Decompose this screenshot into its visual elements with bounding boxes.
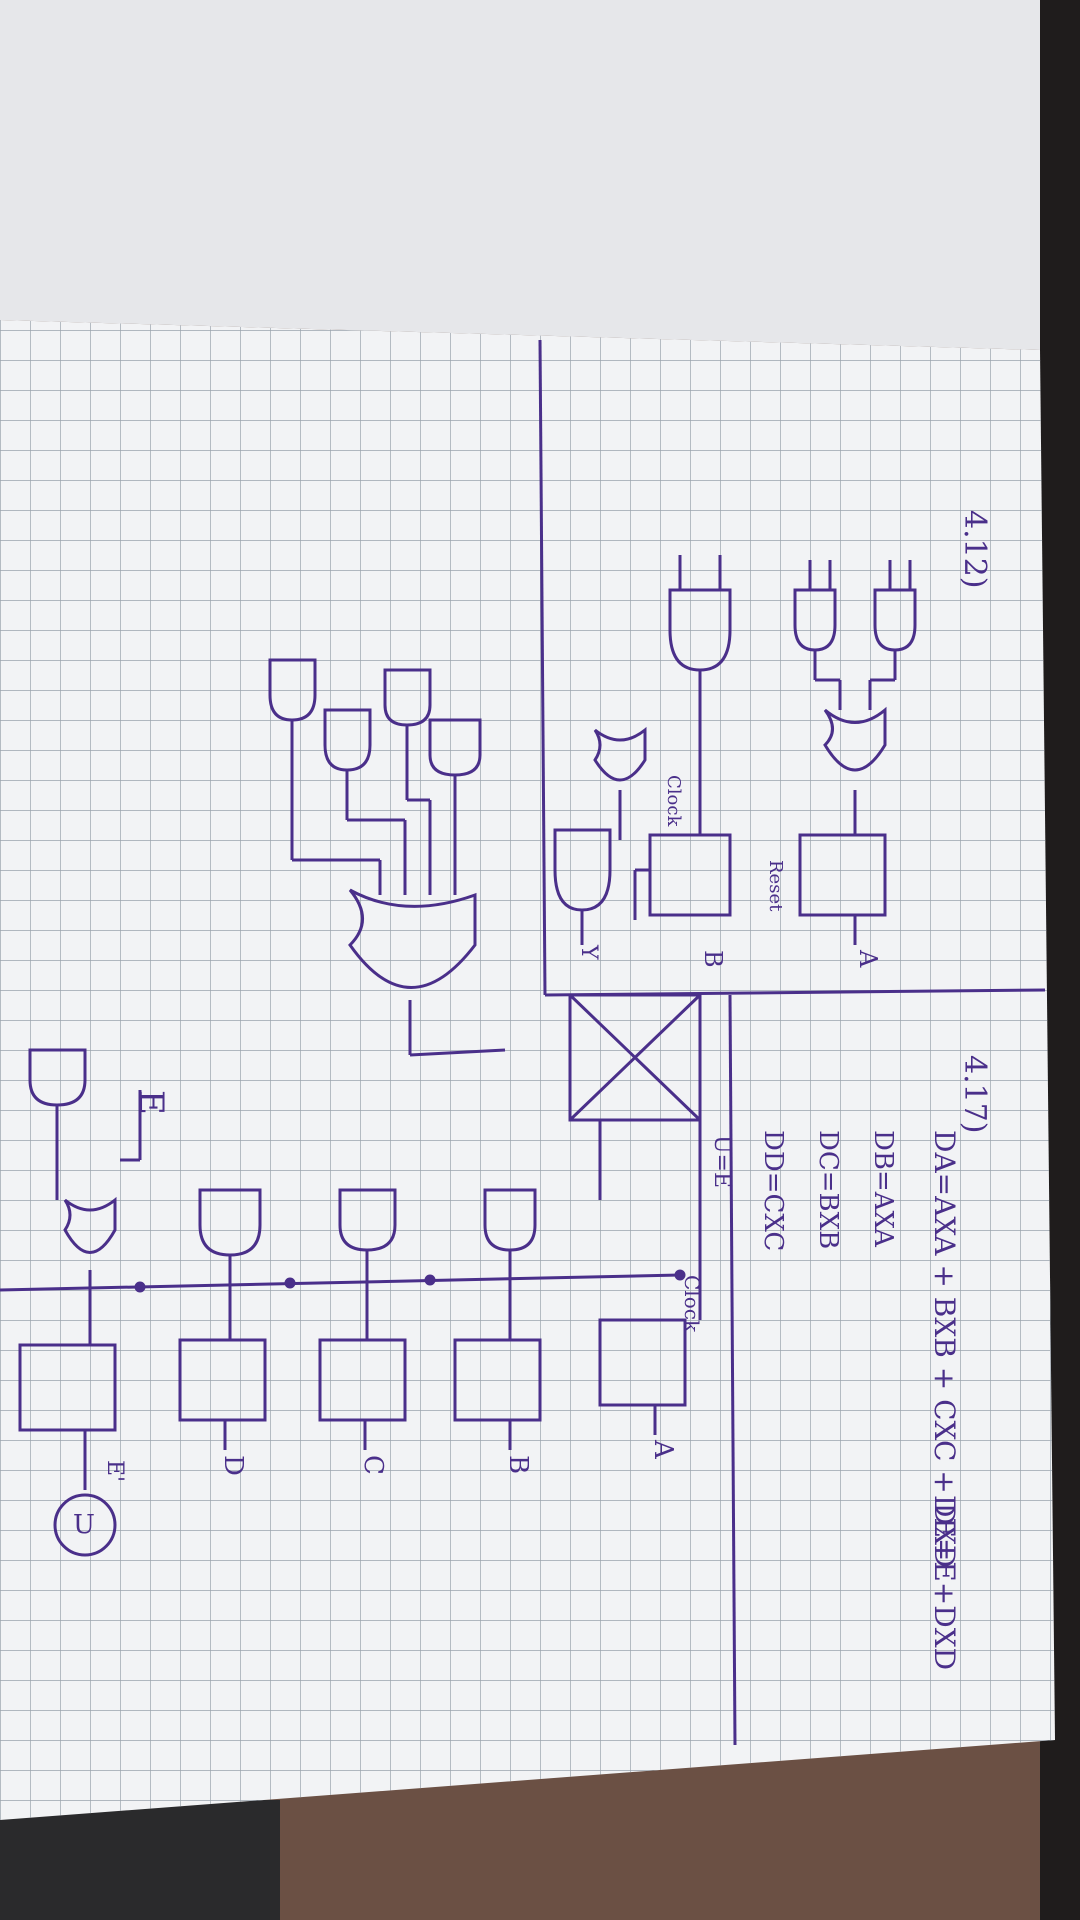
flipflop-e — [18, 1343, 117, 1432]
equation-db: DB=AXA — [868, 1130, 898, 1248]
label-clock-417: Clock — [680, 1275, 704, 1333]
equation-da: DA=AXA + BXB + CXC + DXD — [928, 1130, 961, 1568]
top-page — [0, 0, 1040, 350]
label-output-a: A — [854, 949, 882, 968]
crossed-box — [568, 993, 702, 1122]
flipflop-a — [598, 1318, 687, 1407]
or-gate — [63, 1196, 117, 1254]
label-u-eq-e: U=E — [709, 1135, 734, 1188]
grid-lines — [0, 320, 1055, 1820]
or-gate — [823, 706, 887, 772]
jk-flipflop — [648, 833, 732, 917]
label-output-y: Y — [576, 944, 601, 960]
ff-output-c: C — [358, 1455, 388, 1475]
ff-output-d: D — [218, 1455, 248, 1476]
flipflop-d — [178, 1338, 267, 1422]
flipflop-c — [318, 1338, 407, 1422]
problem-number-4-12: 4.12) — [957, 510, 992, 589]
circuit-4-17 — [0, 993, 702, 1557]
label-reset: Reset — [765, 860, 786, 912]
ff-output-a: A — [648, 1439, 678, 1460]
label-clock-412: Clock — [663, 775, 684, 827]
label-u-circle: U — [73, 1510, 95, 1540]
label-output-b: B — [699, 950, 727, 968]
or-gate — [593, 726, 647, 782]
equation-dd: DD=CXC — [758, 1130, 788, 1251]
label-e-input: E — [131, 1090, 171, 1115]
problem-number-4-17: 4.17) — [957, 1055, 992, 1134]
bottom-left-dark — [0, 1800, 280, 1920]
equation-de: DE=E+DXD — [928, 1495, 961, 1670]
circuit-4-12 — [268, 555, 917, 1057]
ff-output-e: E' — [102, 1460, 127, 1482]
equation-dc: DC=BXB — [813, 1130, 843, 1249]
d-flipflop — [798, 833, 887, 917]
ff-output-b: B — [503, 1455, 533, 1474]
flipflop-b — [453, 1338, 542, 1422]
u-circle — [53, 1493, 117, 1557]
big-or-gate — [348, 888, 477, 989]
